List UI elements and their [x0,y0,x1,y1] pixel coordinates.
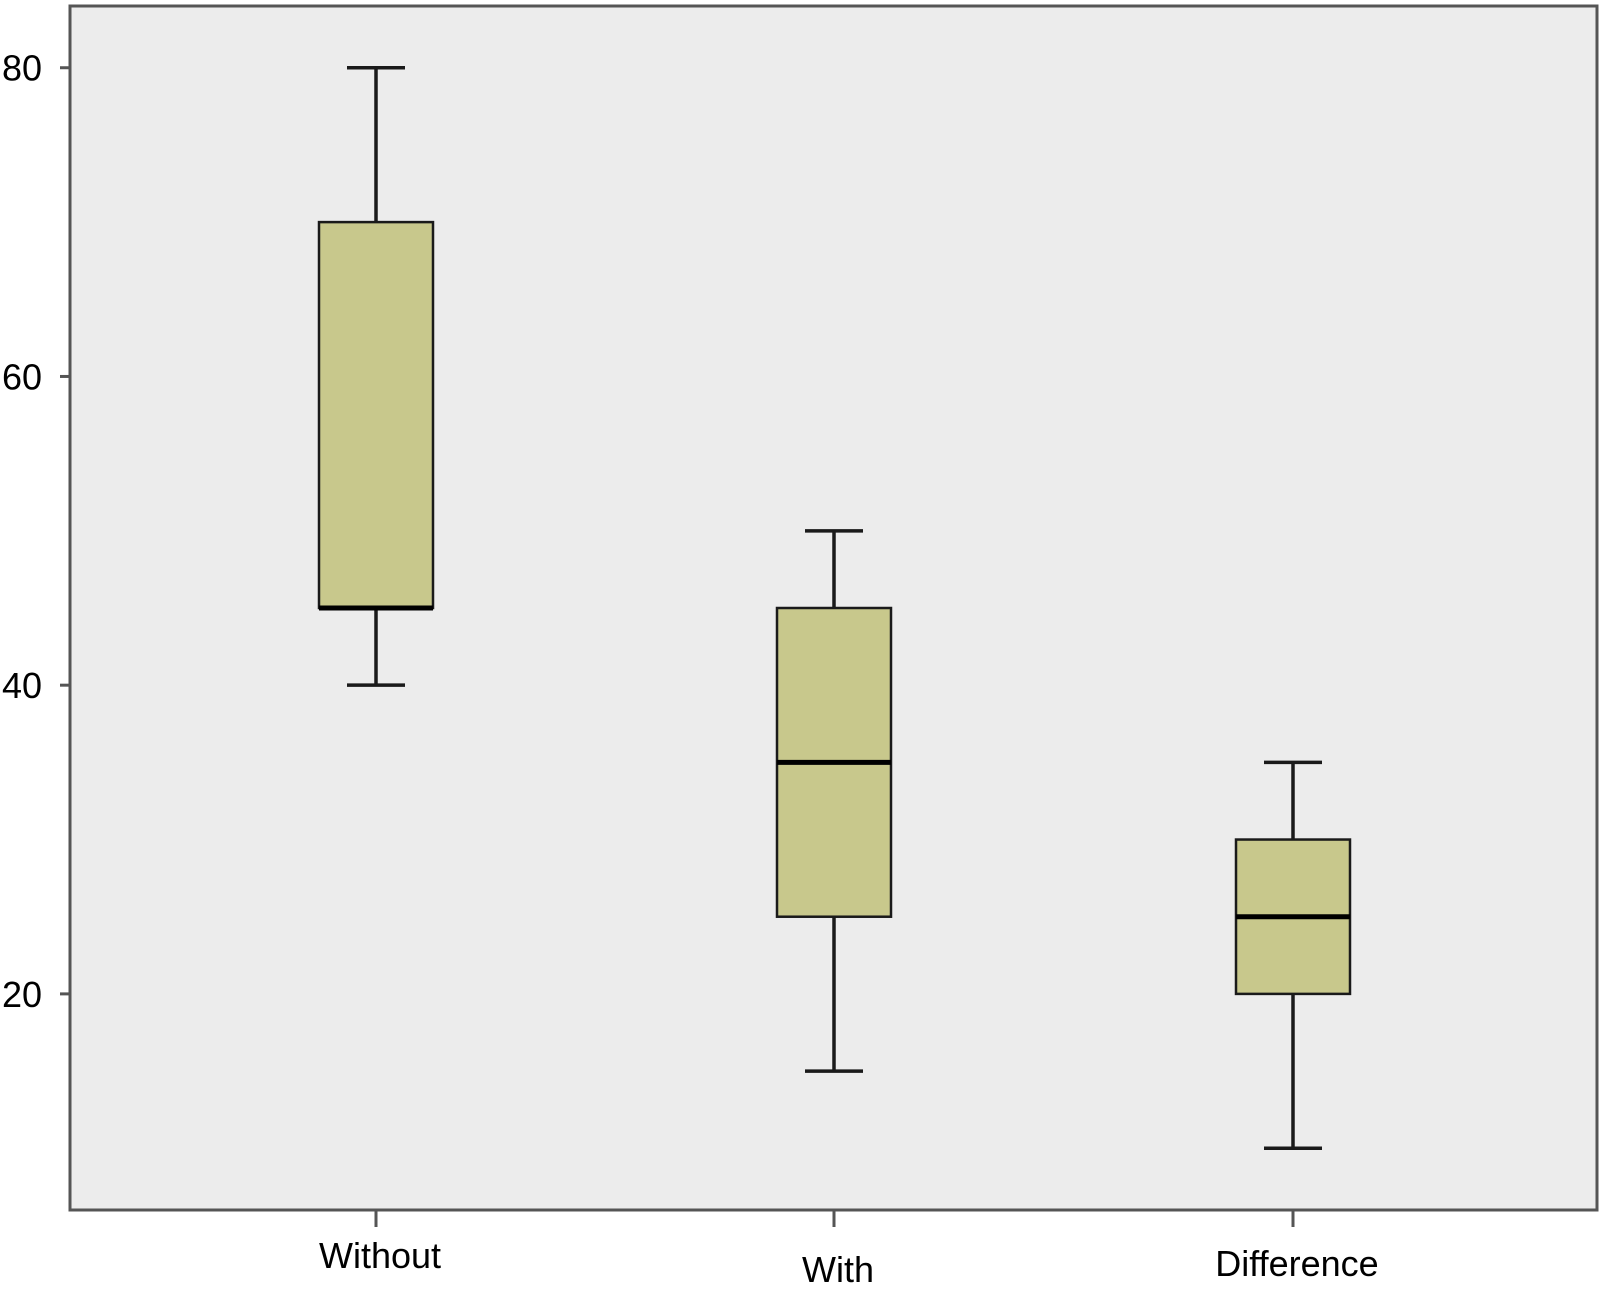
x-category-label: Without [319,1235,441,1276]
x-category-label: Difference [1215,1243,1378,1284]
y-axis: 20 40 60 80 [2,48,70,1015]
y-tick-label: 60 [2,356,42,397]
y-tick-label: 20 [2,974,42,1015]
box-difference [1234,760,1352,1151]
x-category-label: With [802,1249,874,1290]
y-tick-label: 80 [2,48,42,89]
y-tick-label: 40 [2,665,42,706]
x-axis: Without With Difference [319,1210,1379,1290]
box-with [775,529,893,1073]
box-without [317,65,435,687]
box-series [317,65,1352,1151]
iqr-box [317,220,435,610]
